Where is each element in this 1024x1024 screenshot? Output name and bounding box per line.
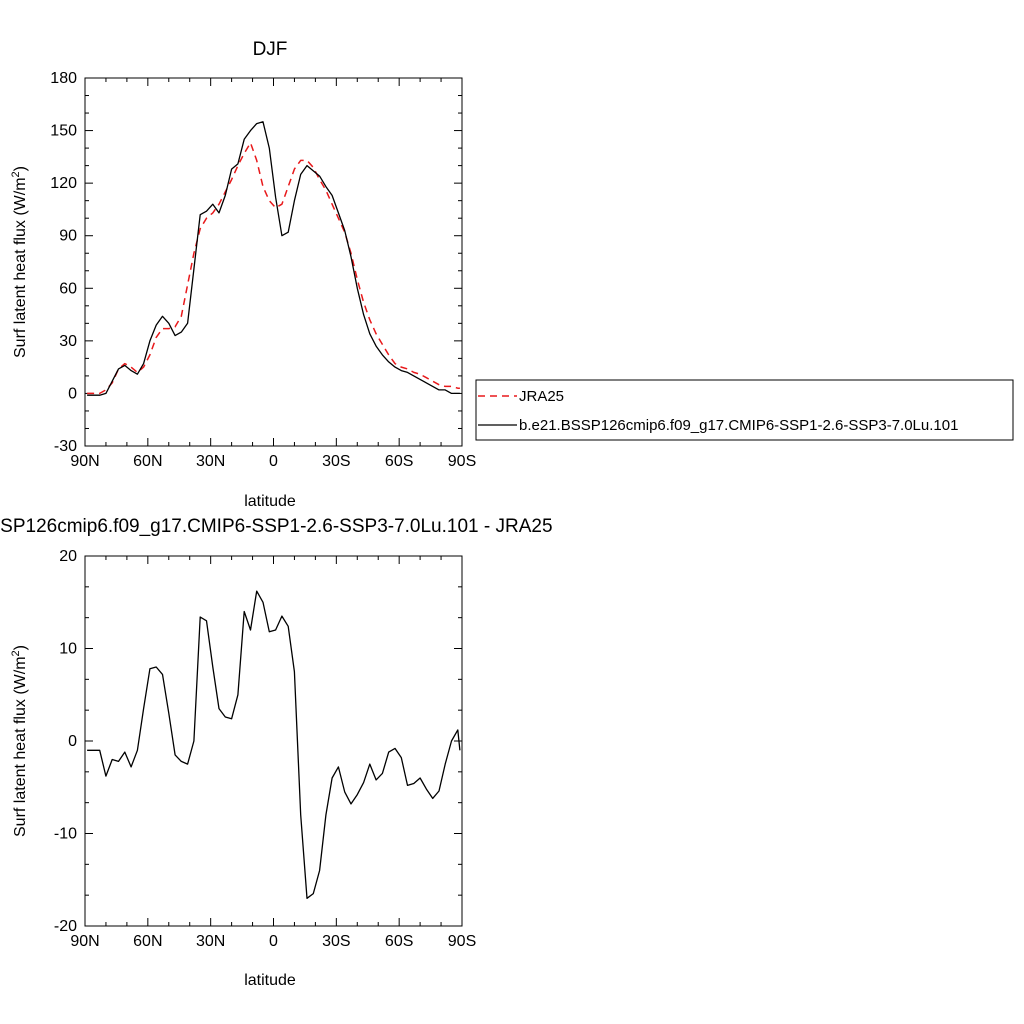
x-axis-label: latitude xyxy=(244,493,296,510)
y-axis-label-main: Surf latent heat flux (W/m xyxy=(12,177,29,358)
axis-ticks: 90N 60N 30N 0 30S 60S 90S -30 0 30 60 90 120 150 180 xyxy=(50,70,476,470)
y-tick-label: -10 xyxy=(54,826,77,843)
legend-box xyxy=(475,379,1014,441)
series-lines xyxy=(87,590,461,899)
x-tick-label: 60N xyxy=(133,453,162,470)
x-tick-label: 90N xyxy=(70,933,99,950)
legend-label-jra25: JRA25 xyxy=(519,388,564,405)
x-tick-label: 30N xyxy=(196,453,225,470)
x-tick-label: 60S xyxy=(385,453,413,470)
series-lines xyxy=(87,121,460,396)
y-tick-label: 20 xyxy=(59,548,77,565)
plot-frame xyxy=(84,77,463,447)
chart-title: SSP126cmip6.f09_g17.CMIP6-SSP1-2.6-SSP3-… xyxy=(0,516,553,537)
y-axis-label-sup: 2 xyxy=(10,650,22,656)
y-axis-label-end: ) xyxy=(12,166,29,171)
x-tick-label: 60N xyxy=(133,933,162,950)
chart-title: DJF xyxy=(253,39,288,60)
x-tick-label: 90S xyxy=(448,453,476,470)
y-tick-label: 180 xyxy=(50,70,77,87)
y-axis-label-main: Surf latent heat flux (W/m xyxy=(12,656,29,837)
x-tick-label: 60S xyxy=(385,933,413,950)
y-tick-label: 0 xyxy=(68,733,77,750)
y-tick-label: 120 xyxy=(50,175,77,192)
chart-djf: DJF 90N 60N 30N 0 30S 60S 90S -30 0 30 60 90 120 150 1… xyxy=(10,39,476,510)
x-tick-label: 90S xyxy=(448,933,476,950)
legend: JRA25 b.e21.BSSP126cmip6.f09_g17.CMIP6-S… xyxy=(475,379,1014,441)
y-tick-label: -20 xyxy=(54,918,77,935)
y-tick-label: 30 xyxy=(59,333,77,350)
y-tick-label: 150 xyxy=(50,123,77,140)
x-axis-label: latitude xyxy=(244,972,296,989)
y-axis-label-end: ) xyxy=(12,645,29,650)
y-axis-label: Surf latent heat flux (W/m2) xyxy=(10,166,29,358)
series-line-1 xyxy=(87,121,460,396)
y-tick-label: 60 xyxy=(59,280,77,297)
y-tick-label: 0 xyxy=(68,385,77,402)
series-line-0 xyxy=(87,142,460,395)
x-tick-label: 30S xyxy=(322,453,350,470)
y-tick-label: 10 xyxy=(59,641,77,658)
x-tick-label: 30S xyxy=(322,933,350,950)
series-line-0 xyxy=(87,590,461,899)
y-tick-label: 90 xyxy=(59,228,77,245)
y-axis-label-sup: 2 xyxy=(10,171,22,177)
x-tick-label: 0 xyxy=(269,453,278,470)
y-tick-label: -30 xyxy=(54,438,77,455)
x-tick-label: 30N xyxy=(196,933,225,950)
chart-difference: SSP126cmip6.f09_g17.CMIP6-SSP1-2.6-SSP3-… xyxy=(0,516,553,989)
y-axis-label: Surf latent heat flux (W/m2) xyxy=(10,645,29,837)
x-tick-label: 0 xyxy=(269,933,278,950)
legend-label-model: b.e21.BSSP126cmip6.f09_g17.CMIP6-SSP1-2.… xyxy=(519,417,958,434)
plot-frame xyxy=(84,555,463,927)
axis-ticks: 90N 60N 30N 0 30S 60S 90S -20 -10 0 10 20 xyxy=(54,548,476,950)
x-tick-label: 90N xyxy=(70,453,99,470)
